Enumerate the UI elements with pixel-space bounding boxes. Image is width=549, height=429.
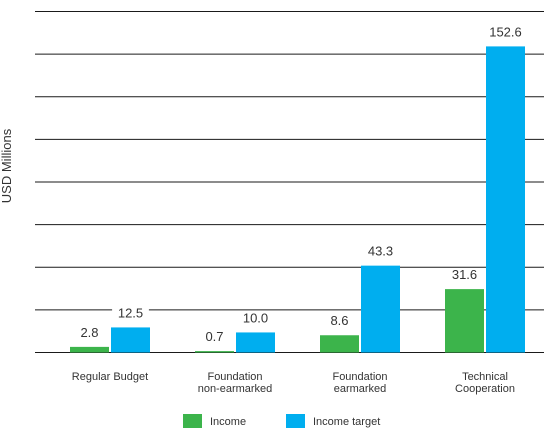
data-label: 2.8 [80,325,98,340]
bar-income [320,335,359,353]
bar-income [70,346,109,353]
bar-income-target [486,46,525,353]
category-tick-line: Technical [462,371,508,383]
data-label: 12.5 [118,305,143,320]
legend-swatch [286,414,305,428]
category-tick-label: Foundation earmarked [332,371,387,395]
bars [70,46,525,353]
bar-income [195,351,234,353]
data-label: 152.6 [489,24,522,39]
y-axis-label: USD Millions [0,128,14,203]
category-tick-labels: Regular Budget Foundation non-earmarkedFou… [72,371,515,395]
bar-income-target [111,327,150,353]
legend-swatch [183,414,202,428]
data-label: 8.6 [330,313,348,328]
category-tick-label: Regular Budget [72,371,148,383]
category-tick-line: Regular Budget [72,371,148,383]
data-label: 31.6 [452,267,477,282]
legend-label: Income target [313,416,380,428]
category-tick-line: earmarked [334,383,387,395]
bar-income [445,289,484,353]
data-label-background [446,268,483,284]
data-label: 0.7 [205,329,223,344]
data-label-background [244,311,267,327]
data-label-background [362,244,399,260]
bar-income-target [361,265,400,353]
data-label: 10.0 [243,310,268,325]
data-label-background [483,25,528,41]
category-tick-label: Foundation non-earmarked [198,371,273,395]
category-tick-line: Cooperation [455,383,515,395]
legend-label: Income [210,416,246,428]
data-label-background [74,325,105,341]
category-tick-line: non-earmarked [198,383,273,395]
bar-income-target [236,332,275,353]
data-label-background [199,330,230,346]
data-label-background [112,306,149,322]
category-tick-label: Technical Cooperation [455,371,515,395]
data-label-background [324,314,355,330]
data-labels: 2.8 0.7 8.6 31.6 12.5 10.0 43.3 152.6 [74,24,528,346]
data-label: 43.3 [368,244,393,259]
legend: Income Income target [183,414,380,428]
category-tick-line: Foundation [332,371,387,383]
category-tick-line: Foundation [207,371,262,383]
